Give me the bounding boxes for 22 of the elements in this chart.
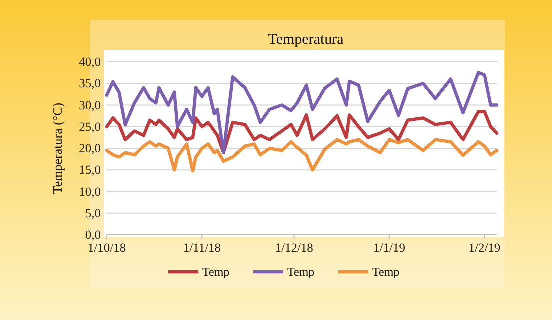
y-tick-label: 30,0 [79,98,101,112]
y-tick-label: 5,0 [85,206,101,220]
chart-title: Temperatura [268,32,344,48]
y-tick-label: 40,0 [79,55,101,69]
line-series [105,138,499,173]
legend-label: Temp [372,265,400,279]
x-tick-label: 1/11/18 [183,241,222,255]
y-tick-label: 25,0 [79,120,101,134]
x-tick-label: 1/10/18 [88,241,126,255]
x-tick-label: 1/2/19 [468,241,501,255]
line-series [105,71,499,154]
y-tick-label: 20,0 [79,142,101,156]
y-tick-label: 15,0 [79,163,101,178]
y-tick-label: 35,0 [79,76,101,91]
line-series [105,110,499,154]
y-axis-title: Temperatura (°C) [50,102,65,194]
legend-label: Temp [288,265,315,279]
y-tick-label: 0,0 [85,228,101,242]
y-tick-label: 10,0 [79,184,101,199]
legend-label: Temp [202,265,230,279]
x-tick-label: 1/12/18 [275,241,314,255]
x-tick-label: 1/1/19 [374,241,406,255]
